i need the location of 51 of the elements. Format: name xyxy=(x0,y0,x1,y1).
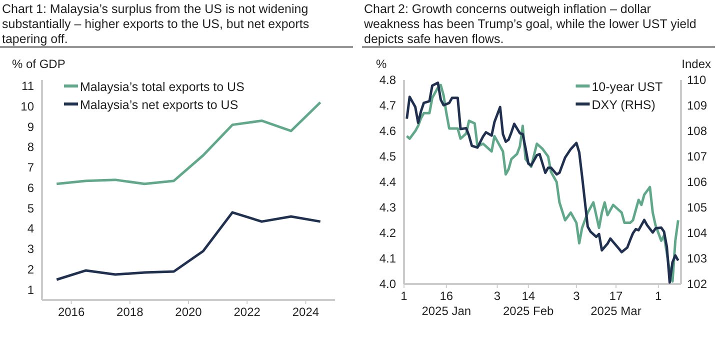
y-tick-label: 5 xyxy=(27,201,34,216)
y-tick-label: 2 xyxy=(27,262,34,276)
y-tick-label: 9 xyxy=(27,120,34,134)
x-tick-label: 2022 xyxy=(234,305,261,319)
legend-label: DXY (RHS) xyxy=(592,98,656,112)
y-tick-label: 4.8 xyxy=(379,73,396,87)
y-tick-label: 4.6 xyxy=(379,124,396,138)
y-tick-label: 4 xyxy=(27,222,34,236)
y2-tick-label: 104 xyxy=(687,226,708,240)
y-tick-label: 4.3 xyxy=(379,200,396,214)
x-tick-label: 1 xyxy=(655,289,662,303)
y2-tick-label: 103 xyxy=(687,252,708,266)
legend-label: 10-year UST xyxy=(592,80,663,94)
y-tick-label: 11 xyxy=(22,79,34,94)
y2-tick-label: 107 xyxy=(687,150,708,164)
legend-label: Malaysia’s net exports to US xyxy=(80,98,238,112)
x-tick-label: 3 xyxy=(494,289,501,303)
chart-title: Chart 2: Growth concerns outweigh inflation – dollar weakness has been Trump’s goal, while the lower UST yield depicts safe haven flows. xyxy=(363,2,696,46)
y2-tick-label: 109 xyxy=(687,98,708,112)
x-tick-label: 2020 xyxy=(175,305,202,319)
x-tick-label: 2024 xyxy=(292,305,320,319)
x-tick-label: 2018 xyxy=(116,305,144,319)
x-tick-label: 2016 xyxy=(58,305,85,319)
y-tick-label: 7 xyxy=(27,160,34,175)
x-tick-label: 1 xyxy=(400,289,408,303)
x-tick-label: 17 2025 Mar xyxy=(590,289,642,318)
x-tick-label: 3 xyxy=(573,289,580,303)
y-tick-label: 4.5 xyxy=(379,150,396,164)
y-tick-label: 4.1 xyxy=(379,252,396,266)
x-tick-label: 16 2025 Jan xyxy=(422,289,472,318)
y-tick-label: 4.0 xyxy=(379,277,396,291)
y-tick-label: 8 xyxy=(27,140,34,154)
y2-tick-label: 106 xyxy=(687,175,708,189)
y2-tick-label: 102 xyxy=(687,277,708,291)
y-axis-title: % of GDP xyxy=(12,57,66,71)
y-axis-title: % xyxy=(376,57,387,71)
line-series xyxy=(55,211,322,281)
x-tick-label: 14 2025 Feb xyxy=(503,289,554,318)
y-tick-label: 3 xyxy=(27,242,34,256)
y2-tick-label: 110 xyxy=(687,73,706,87)
y-tick-label: 10 xyxy=(20,99,34,114)
y-tick-label: 4.7 xyxy=(379,98,396,112)
line-series xyxy=(55,101,322,186)
y2-tick-label: 108 xyxy=(687,124,708,138)
y2-axis-title: Index xyxy=(682,57,711,71)
y2-tick-label: 105 xyxy=(687,200,708,214)
y-tick-label: 6 xyxy=(27,180,34,195)
y-tick-label: 4.4 xyxy=(379,175,396,189)
legend-label: Malaysia’s total exports to US xyxy=(80,80,244,94)
y-tick-label: 4.2 xyxy=(379,226,396,240)
chart-title: Chart 1: Malaysia’s surplus from the US is not widening substantially – higher exports to the US, but net exports tapering off. xyxy=(2,2,310,46)
